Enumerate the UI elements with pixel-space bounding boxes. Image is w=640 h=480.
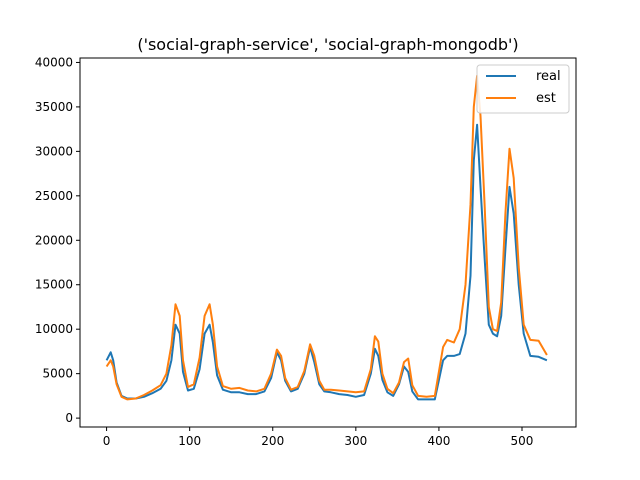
y-tick-label: 10000	[35, 322, 73, 336]
y-tick-label: 5000	[42, 367, 73, 381]
x-tick-label: 400	[427, 434, 450, 448]
legend-real-label: real	[536, 69, 561, 84]
y-tick-label: 30000	[35, 144, 73, 158]
y-tick-label: 20000	[35, 233, 73, 247]
x-tick-label: 200	[261, 434, 284, 448]
x-tick-label: 500	[511, 434, 534, 448]
y-tick-label: 15000	[35, 278, 73, 292]
plot-lines	[105, 74, 548, 401]
y-tick-label: 25000	[35, 189, 73, 203]
series-real-line	[105, 123, 548, 401]
x-axis: 0 100 200 300 400 500	[103, 427, 534, 448]
x-tick-label: 300	[344, 434, 367, 448]
series-est-line	[105, 74, 548, 401]
y-tick-label: 0	[65, 411, 73, 425]
legend-est-label: est	[536, 91, 556, 106]
chart-title: ('social-graph-service', 'social-graph-m…	[137, 35, 518, 54]
y-axis: 0 5000 10000 15000 20000 25000 30000 35000 40000	[35, 55, 80, 425]
plot-frame	[79, 57, 577, 428]
y-tick-label: 40000	[35, 55, 73, 69]
y-tick-label: 35000	[35, 100, 73, 114]
legend: real est	[476, 64, 570, 114]
x-tick-label: 100	[178, 434, 201, 448]
x-tick-label: 0	[103, 434, 111, 448]
